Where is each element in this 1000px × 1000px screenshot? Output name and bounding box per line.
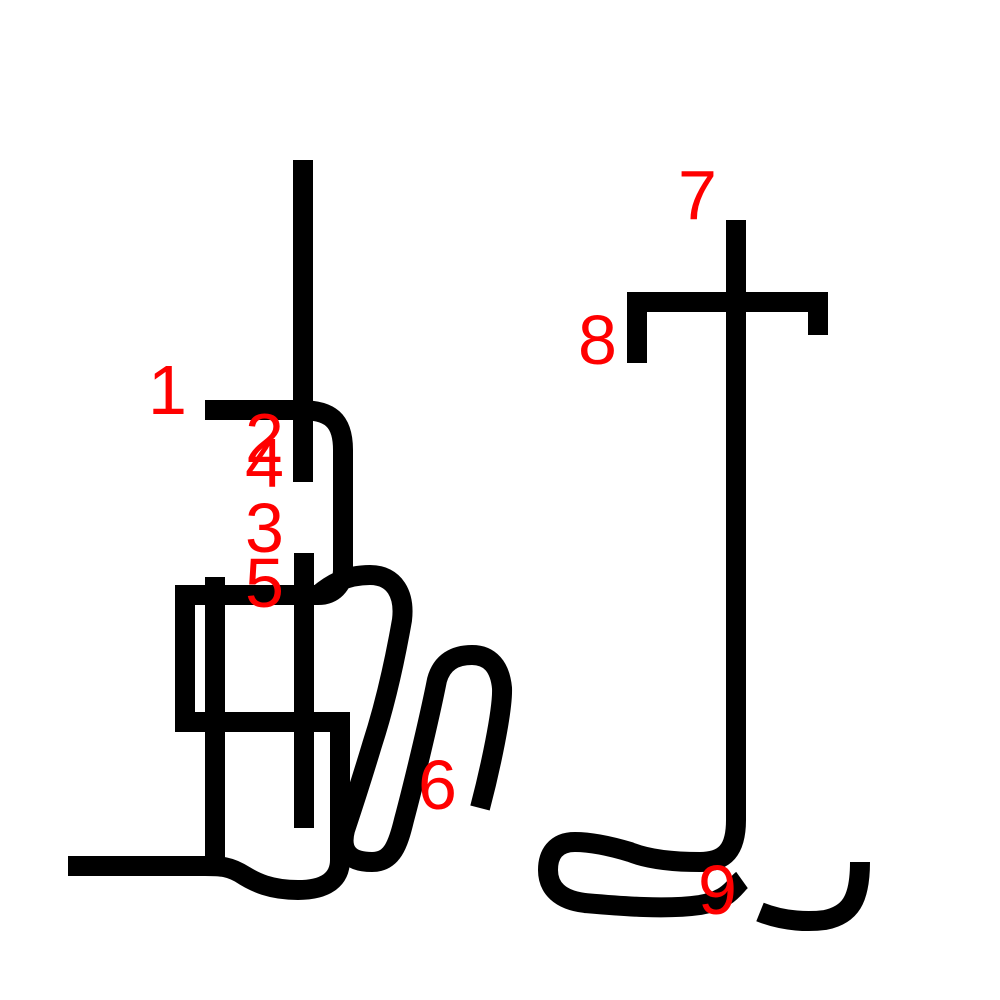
stroke-number-1: 1 xyxy=(148,351,187,429)
stroke-1-hook xyxy=(68,400,353,901)
stroke-number-9: 9 xyxy=(698,851,737,929)
stroke-number-4: 4 xyxy=(245,424,284,502)
stroke-number-5: 5 xyxy=(245,544,284,622)
stroke-number-7: 7 xyxy=(678,156,717,234)
stroke-9-hook xyxy=(756,861,870,932)
stroke-8-bracket xyxy=(627,292,828,363)
stroke-6-curve xyxy=(311,564,513,873)
stroke-number-2: 2 xyxy=(245,399,284,477)
stroke-number-6: 6 xyxy=(418,746,457,824)
stroke-number-3: 3 xyxy=(245,489,284,567)
stroke-number-8: 8 xyxy=(578,301,617,379)
stroke-7-vertical xyxy=(537,220,749,918)
